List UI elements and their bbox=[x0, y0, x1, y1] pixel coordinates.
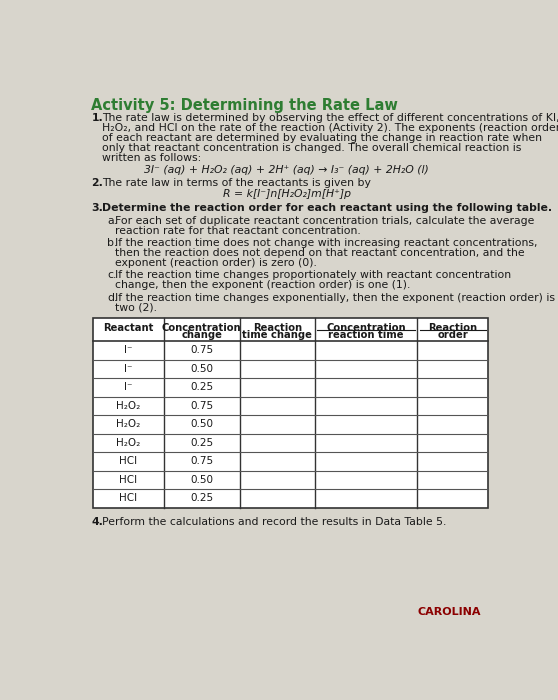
Text: CAROLINA: CAROLINA bbox=[417, 607, 480, 617]
Text: then the reaction does not depend on that reactant concentration, and the: then the reaction does not depend on tha… bbox=[115, 248, 525, 258]
Text: 0.25: 0.25 bbox=[190, 494, 213, 503]
Text: HCl: HCl bbox=[119, 475, 138, 485]
Text: 0.50: 0.50 bbox=[190, 475, 213, 485]
Text: If the reaction time changes proportionately with reactant concentration: If the reaction time changes proportiona… bbox=[115, 270, 511, 280]
Text: 3.: 3. bbox=[92, 203, 103, 214]
Text: written as follows:: written as follows: bbox=[102, 153, 201, 163]
Text: 0.75: 0.75 bbox=[190, 456, 213, 466]
Text: reaction rate for that reactant concentration.: reaction rate for that reactant concentr… bbox=[115, 225, 360, 236]
Text: 0.50: 0.50 bbox=[190, 419, 213, 429]
Text: reaction time: reaction time bbox=[328, 330, 404, 340]
Text: I⁻: I⁻ bbox=[124, 364, 133, 374]
Text: H₂O₂: H₂O₂ bbox=[117, 438, 141, 448]
Text: R = k[I⁻]n[H₂O₂]m[H⁺]p: R = k[I⁻]n[H₂O₂]m[H⁺]p bbox=[223, 190, 351, 200]
Text: of each reactant are determined by evaluating the change in reaction rate when: of each reactant are determined by evalu… bbox=[102, 133, 542, 144]
Text: HCl: HCl bbox=[119, 456, 138, 466]
Text: 0.25: 0.25 bbox=[190, 438, 213, 448]
Text: time change: time change bbox=[242, 330, 312, 340]
Text: d.: d. bbox=[107, 293, 117, 302]
Text: 0.25: 0.25 bbox=[190, 382, 213, 393]
Text: 0.75: 0.75 bbox=[190, 345, 213, 356]
Text: 1.: 1. bbox=[92, 113, 103, 123]
Text: H₂O₂: H₂O₂ bbox=[117, 401, 141, 411]
Text: H₂O₂: H₂O₂ bbox=[117, 419, 141, 429]
Text: HCl: HCl bbox=[119, 494, 138, 503]
Text: I⁻: I⁻ bbox=[124, 382, 133, 393]
Text: For each set of duplicate reactant concentration trials, calculate the average: For each set of duplicate reactant conce… bbox=[115, 216, 534, 225]
Text: Concentration: Concentration bbox=[326, 323, 406, 332]
Text: 0.75: 0.75 bbox=[190, 401, 213, 411]
Text: Determine the reaction order for each reactant using the following table.: Determine the reaction order for each re… bbox=[102, 203, 552, 214]
Text: If the reaction time does not change with increasing reactant concentrations,: If the reaction time does not change wit… bbox=[115, 238, 537, 248]
Text: two (2).: two (2). bbox=[115, 302, 157, 313]
Text: only that reactant concentration is changed. The overall chemical reaction is: only that reactant concentration is chan… bbox=[102, 144, 522, 153]
Text: order: order bbox=[437, 330, 468, 340]
Text: H₂O₂, and HCl on the rate of the reaction (Activity 2). The exponents (reaction : H₂O₂, and HCl on the rate of the reactio… bbox=[102, 123, 558, 133]
Text: Activity 5: Determining the Rate Law: Activity 5: Determining the Rate Law bbox=[92, 98, 398, 113]
Text: a.: a. bbox=[107, 216, 117, 225]
Text: The rate law in terms of the reactants is given by: The rate law in terms of the reactants i… bbox=[102, 178, 371, 188]
Text: 0.50: 0.50 bbox=[190, 364, 213, 374]
Text: exponent (reaction order) is zero (0).: exponent (reaction order) is zero (0). bbox=[115, 258, 316, 268]
Text: 2.: 2. bbox=[92, 178, 103, 188]
Bar bbox=[93, 318, 488, 508]
Text: 4.: 4. bbox=[92, 517, 103, 526]
Text: Perform the calculations and record the results in Data Table 5.: Perform the calculations and record the … bbox=[102, 517, 446, 526]
Text: I⁻: I⁻ bbox=[124, 345, 133, 356]
Text: 3I⁻ (aq) + H₂O₂ (aq) + 2H⁺ (aq) → I₃⁻ (aq) + 2H₂O (l): 3I⁻ (aq) + H₂O₂ (aq) + 2H⁺ (aq) → I₃⁻ (a… bbox=[145, 165, 429, 175]
Text: Reaction: Reaction bbox=[428, 323, 477, 332]
Text: b.: b. bbox=[107, 238, 117, 248]
Text: change, then the exponent (reaction order) is one (1).: change, then the exponent (reaction orde… bbox=[115, 281, 410, 290]
Text: The rate law is determined by observing the effect of different concentrations o: The rate law is determined by observing … bbox=[102, 113, 558, 123]
Text: c.: c. bbox=[107, 270, 116, 280]
Text: Concentration: Concentration bbox=[162, 323, 242, 332]
Text: change: change bbox=[181, 330, 222, 340]
Text: If the reaction time changes exponentially, then the exponent (reaction order) i: If the reaction time changes exponential… bbox=[115, 293, 555, 302]
Text: Reactant: Reactant bbox=[103, 323, 153, 332]
Text: Reaction: Reaction bbox=[253, 323, 302, 332]
